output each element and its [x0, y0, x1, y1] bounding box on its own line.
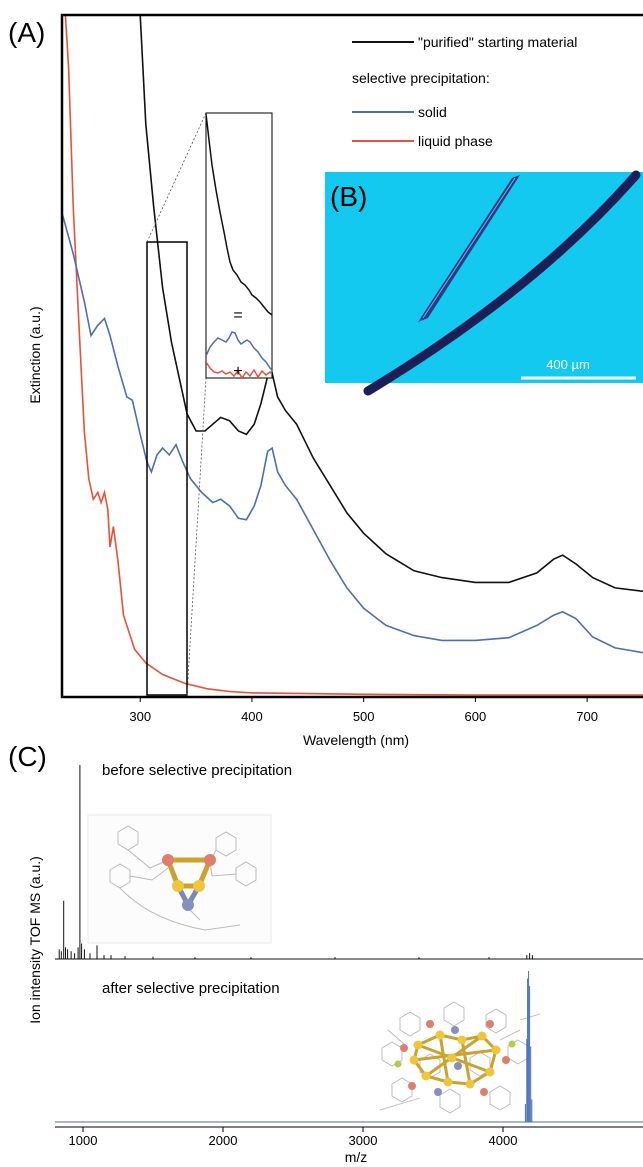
inset-curves [206, 113, 272, 378]
x-tick-label-c-1000: 1000 [69, 1133, 98, 1148]
spectrum-after-peaks [524, 971, 533, 1122]
inset-curve-starting [206, 113, 272, 316]
zoom-region-box [146, 241, 188, 696]
x-tick-label-c-3000: 3000 [349, 1133, 378, 1148]
legend-heading: selective precipitation: [352, 70, 490, 86]
phosphorus-atom-left [162, 854, 174, 866]
plot-frame-a [60, 13, 643, 699]
legend-label-liquid: liquid phase [418, 133, 493, 149]
spectrum-before-title: before selective precipitation [102, 762, 292, 779]
zoom-connector-top [146, 112, 207, 243]
zoom-inset: = + [205, 112, 273, 380]
y-axis-label-c: Ion intensity TOF MS (a.u.) [27, 856, 43, 1024]
panel-label-a: (A) [8, 17, 45, 48]
inset-equals-sign: = [233, 307, 242, 324]
x-tick-label-a-500: 500 [353, 709, 375, 724]
metal-atoms-after [394, 1020, 516, 1096]
panel-label-b: (B) [330, 181, 367, 212]
inset-frame [205, 112, 273, 379]
legend-label-starting: "purified" starting material [418, 34, 577, 50]
gold-atom-right [193, 880, 205, 892]
legend-label-solid: solid [418, 104, 447, 120]
cluster-after-diagram [379, 1001, 541, 1114]
inset-curve-solid [206, 331, 272, 371]
micrograph-background [325, 172, 643, 383]
series-line-liquid [64, 15, 643, 696]
inset-curve-liquid [206, 361, 272, 378]
x-tick-label-a-400: 400 [241, 709, 263, 724]
legend-a: "purified" starting material selective p… [352, 34, 577, 149]
panel-label-c: (C) [8, 741, 47, 772]
x-tick-label-a-300: 300 [129, 709, 151, 724]
ligand-wireframe-before [109, 825, 257, 931]
mass-spec-panel: (C) Ion intensity TOF MS (a.u.) before s… [8, 741, 643, 1165]
spectrum-after-title: after selective precipitation [102, 980, 280, 997]
spectrum-before-peaks [58, 765, 533, 959]
x-axis-label-c: m/z [345, 1149, 368, 1165]
x-axis-c: 1000 2000 3000 4000 [69, 1127, 518, 1148]
metal-core-before [162, 854, 216, 911]
x-tick-label-c-4000: 4000 [489, 1133, 518, 1148]
ligand-wireframe-after [379, 1001, 541, 1114]
zoom-connector-bottom [186, 377, 207, 696]
x-axis-label-a: Wavelength (nm) [303, 732, 409, 748]
x-tick-label-a-700: 700 [576, 709, 598, 724]
x-axis-a: 300 400 500 600 700 [129, 697, 598, 724]
central-atom [182, 899, 194, 911]
series-line-solid [62, 212, 643, 654]
molecule-before-diagram [87, 814, 272, 944]
scale-bar-label: 400 µm [546, 357, 590, 372]
inset-plus-sign: + [233, 363, 242, 380]
phosphorus-atom-right [204, 854, 216, 866]
gold-atom-left [172, 880, 184, 892]
y-axis-label-a: Extinction (a.u.) [27, 306, 43, 403]
x-tick-label-a-600: 600 [465, 709, 487, 724]
x-tick-label-c-2000: 2000 [209, 1133, 238, 1148]
micrograph-thin-rod-highlight [422, 177, 516, 319]
micrograph-panel: (B) 400 µm [325, 170, 643, 396]
uv-vis-panel: (A) Extinction (a.u.) 300 400 500 600 700 Wa… [8, 13, 643, 748]
micrograph-curved-rod [363, 170, 641, 396]
